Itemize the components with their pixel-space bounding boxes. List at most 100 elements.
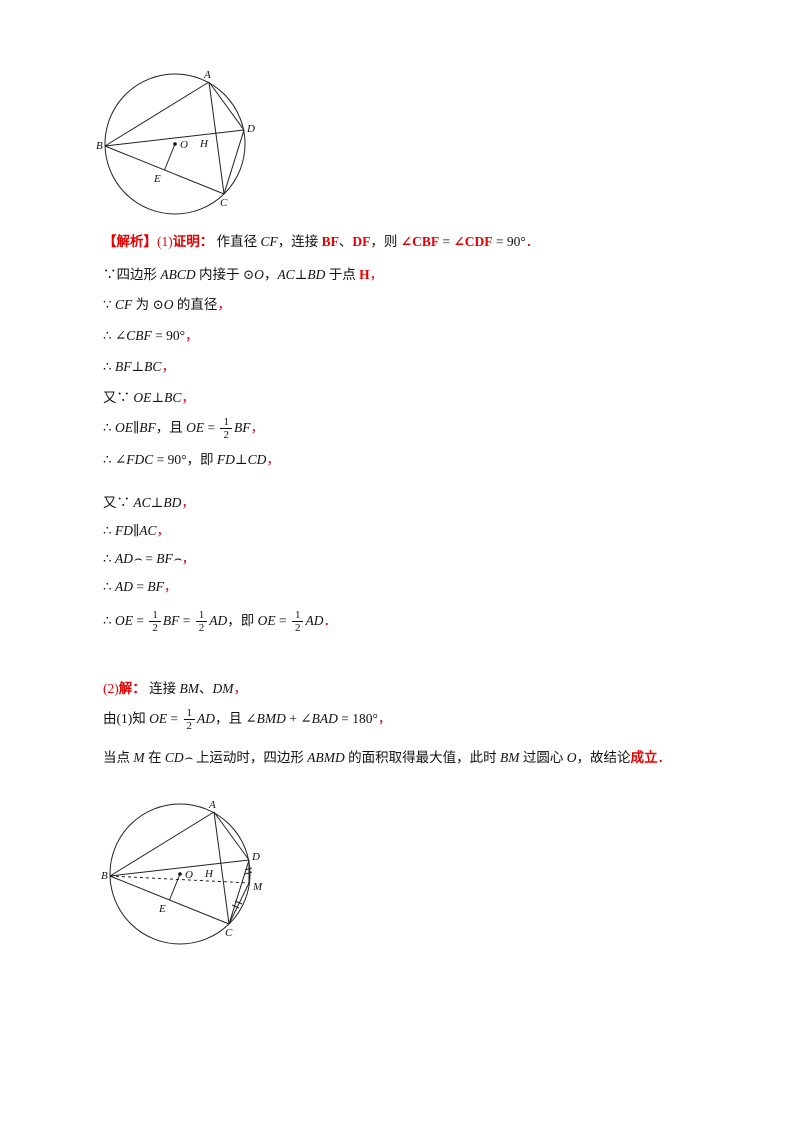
chord-cd [223, 129, 245, 195]
text-segment: 【解析】 [103, 234, 157, 249]
text-segment: ， [163, 579, 178, 595]
figure-circle-quadrilateral-2: A B C D O E H M [100, 798, 265, 950]
text-segment: CF [114, 297, 133, 312]
text-segment: ∠FDC [114, 452, 154, 468]
point-label-e: E [158, 903, 166, 915]
center-point-o [178, 872, 182, 876]
text-segment: 作直径 [213, 234, 261, 249]
tick-mark-dm-2 [244, 871, 253, 875]
text-segment: ，连接 [277, 234, 322, 249]
point-label-a: A [203, 69, 211, 81]
text-segment: (1) [157, 234, 173, 249]
figure1-svg: A B C D O E H [96, 69, 255, 215]
chord-da [213, 811, 250, 861]
text-segment: ⊥ [150, 495, 164, 511]
text-segment: OE [133, 390, 152, 405]
text-segment: BF⌢ [156, 551, 182, 567]
text-segment: ，且 [155, 420, 187, 436]
point-label-c: C [220, 197, 228, 209]
text-segment: DF [352, 234, 371, 249]
text-segment: ABMD [307, 749, 345, 765]
text-segment: ∠CBF [114, 328, 152, 343]
text-segment: = [204, 420, 219, 436]
text-segment: CF [260, 234, 278, 249]
solution-line: 当点 M 在 CD⌢ 上运动时，四边形 ABMD 的面积取得最大值，此时 BM … [103, 747, 776, 768]
text-segment: 上运动时，四边形 [192, 749, 308, 765]
diagonal-ac [208, 81, 225, 195]
solution-line: ∴ OE∥BF，且 OE = 1 2 BF， [103, 416, 776, 441]
text-segment: = [132, 613, 148, 629]
text-segment: = [275, 613, 290, 629]
chord-ab [109, 811, 215, 877]
text-segment: BF [321, 234, 339, 249]
text-segment: ∵ [103, 297, 115, 312]
point-label-o: O [180, 139, 188, 151]
point-label-e: E [153, 173, 161, 185]
text-segment: + [285, 711, 301, 727]
text-segment: 由(1)知 [103, 711, 150, 727]
chord-cd [228, 859, 250, 925]
text-segment: ，且 [215, 711, 246, 727]
text-segment: CD [247, 452, 267, 468]
text-segment: AC [133, 495, 151, 511]
text-segment: ∴ [103, 452, 115, 468]
text-segment: 又∵ [103, 390, 134, 405]
text-segment: OE [114, 420, 133, 436]
center-point-o [173, 142, 177, 146]
text-segment: AD [114, 579, 133, 595]
text-segment: AD⌢ [114, 551, 142, 567]
text-segment: ，故结论 [576, 749, 631, 765]
text-segment: = [141, 551, 157, 567]
solution-line: ∴ AD⌢ = BF⌢， [103, 548, 776, 569]
text-segment: ∥ [132, 523, 140, 539]
segment-oe [169, 873, 181, 901]
text-segment: AC [277, 267, 295, 282]
text-segment: 内接于 [195, 267, 243, 282]
solution-line: ∵四边形 ABCD 内接于 ⊙O，AC⊥BD 于点 H， [103, 264, 776, 285]
text-segment: = 90° [151, 328, 186, 343]
tick-mark-mc-1 [234, 900, 243, 905]
tick-mark-mc-2 [231, 904, 240, 909]
text-segment: DM [212, 681, 234, 697]
text-segment: ， [266, 452, 280, 468]
chord-ab [104, 81, 210, 147]
text-segment: O [566, 749, 577, 765]
solution-line: ∴ ∠FDC = 90°，即 FD⊥CD， [103, 449, 776, 470]
text-segment: BF [233, 420, 251, 436]
text-segment: ⊥ [131, 359, 145, 374]
text-segment: ∴ [103, 613, 115, 629]
text-segment: 过圆心 [519, 749, 567, 765]
figure-circle-quadrilateral-1: A B C D O E H [95, 68, 260, 220]
text-segment: ， [181, 390, 195, 405]
text-segment: 连接 [145, 681, 180, 697]
text-segment: BM [179, 681, 200, 697]
text-segment: ∠CDF [453, 234, 493, 249]
text-segment: BD [163, 495, 182, 511]
text-segment: ，即 [227, 613, 258, 629]
text-segment: BD [307, 267, 326, 282]
text-segment: (2) [103, 681, 119, 697]
text-segment: FD [114, 523, 133, 539]
text-segment: ∥ [132, 420, 140, 436]
solution-line: ∴ ∠CBF = 90°， [103, 325, 776, 346]
text-segment: ， [263, 267, 278, 282]
text-segment: ABCD [160, 267, 196, 282]
text-segment: ， [161, 359, 175, 374]
text-segment: BF [162, 613, 180, 629]
text-segment: ， [185, 328, 199, 343]
text-segment: BF [139, 420, 156, 436]
solution-lines: 【解析】(1)证明： 作直径 CF，连接 BF、DF，则 ∠CBF = ∠CDF… [103, 231, 776, 768]
text-segment: ∴ [103, 551, 115, 567]
text-segment: 于点 [325, 267, 360, 282]
text-segment: ∠BAD [300, 711, 338, 727]
text-segment: BC [164, 390, 182, 405]
text-segment: ， [250, 420, 264, 436]
text-segment: ， [156, 523, 170, 539]
text-segment: OE [149, 711, 168, 727]
text-segment: = 90° [492, 234, 526, 249]
point-label-m: M [252, 881, 263, 893]
